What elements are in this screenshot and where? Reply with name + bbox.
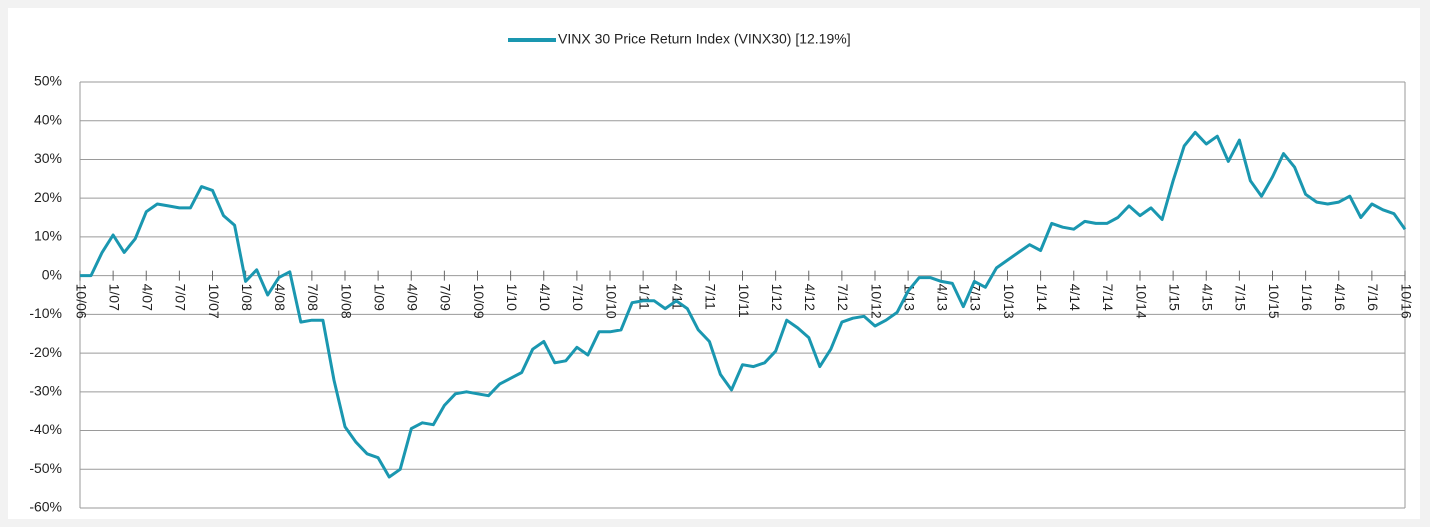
x-tick-label: 10/13 xyxy=(1001,284,1017,319)
x-tick-label: 7/07 xyxy=(173,284,189,311)
x-tick-label: 10/14 xyxy=(1133,284,1149,319)
x-tick-label: 4/13 xyxy=(935,284,951,311)
x-tick-label: 1/12 xyxy=(769,284,785,311)
y-tick-label: 20% xyxy=(34,189,62,205)
x-tick-label: 4/10 xyxy=(537,284,553,311)
y-tick-label: -20% xyxy=(29,344,62,360)
y-tick-label: -50% xyxy=(29,460,62,476)
x-tick-label: 1/11 xyxy=(636,284,652,310)
series-line xyxy=(80,130,1407,479)
legend-label: VINX 30 Price Return Index (VINX30) [12.… xyxy=(558,31,851,47)
x-tick-label: 4/14 xyxy=(1067,284,1083,311)
x-tick-label: 1/13 xyxy=(901,284,917,311)
x-tick-label: 4/07 xyxy=(140,284,156,311)
y-tick-label: -30% xyxy=(29,383,62,399)
chart-area xyxy=(8,8,1420,519)
x-tick-label: 10/10 xyxy=(603,284,619,319)
x-tick-label: 10/08 xyxy=(338,284,354,319)
x-tick-label: 7/16 xyxy=(1365,284,1381,311)
x-tick-label: 1/07 xyxy=(106,284,122,311)
y-tick-label: 40% xyxy=(34,111,62,127)
y-tick-label: 10% xyxy=(34,228,62,244)
x-tick-label: 4/09 xyxy=(405,284,421,311)
x-tick-label: 1/10 xyxy=(504,284,520,311)
x-tick-label: 4/12 xyxy=(802,284,818,311)
x-tick-label: 7/15 xyxy=(1233,284,1249,311)
x-tick-label: 7/08 xyxy=(305,284,321,311)
x-tick-label: 10/06 xyxy=(73,284,89,319)
y-tick-label: 0% xyxy=(42,266,62,282)
x-tick-label: 4/15 xyxy=(1200,284,1216,311)
x-tick-label: 1/16 xyxy=(1299,284,1315,311)
x-tick-label: 7/14 xyxy=(1100,284,1116,311)
x-tick-label: 10/09 xyxy=(471,284,487,319)
x-tick-label: 7/11 xyxy=(703,284,719,310)
x-tick-label: 10/11 xyxy=(736,284,752,318)
x-tick-label: 1/15 xyxy=(1166,284,1182,311)
x-tick-label: 7/09 xyxy=(438,284,454,311)
y-tick-label: -10% xyxy=(29,305,62,321)
x-tick-label: 10/12 xyxy=(868,284,884,319)
x-tick-label: 7/10 xyxy=(570,284,586,311)
x-tick-label: 10/16 xyxy=(1398,284,1414,319)
y-tick-label: 30% xyxy=(34,150,62,166)
x-tick-label: 10/15 xyxy=(1266,284,1282,319)
x-tick-label: 4/08 xyxy=(272,284,288,311)
y-tick-label: -40% xyxy=(29,421,62,437)
x-tick-label: 7/12 xyxy=(835,284,851,311)
x-tick-label: 1/08 xyxy=(239,284,255,311)
x-tick-label: 1/09 xyxy=(371,284,387,311)
x-tick-label: 1/14 xyxy=(1034,284,1050,311)
x-tick-label: 10/07 xyxy=(206,284,222,319)
y-tick-label: 50% xyxy=(34,73,62,89)
x-tick-label: 4/16 xyxy=(1332,284,1348,311)
y-tick-label: -60% xyxy=(29,499,62,515)
